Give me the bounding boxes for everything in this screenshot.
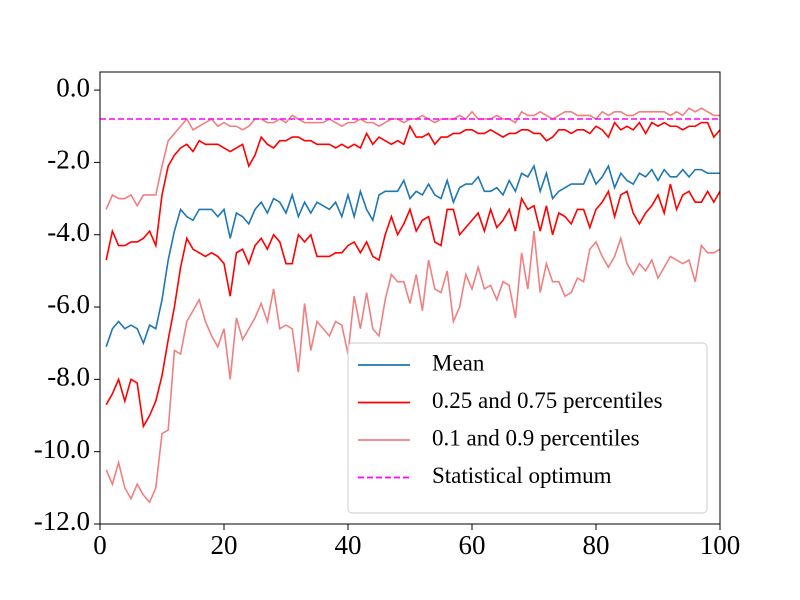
y-tick-label: -8.0 [47, 362, 90, 392]
y-tick-label: -12.0 [34, 506, 90, 536]
x-tick-label: 80 [583, 530, 610, 560]
x-tick-label: 20 [211, 530, 238, 560]
x-tick-label: 60 [459, 530, 486, 560]
legend-label: Mean [432, 350, 485, 375]
series-line [105, 183, 721, 429]
plot-frame [99, 71, 721, 525]
series-line [105, 121, 721, 261]
y-tick-label: 0.0 [56, 72, 90, 102]
y-tick-label: -2.0 [47, 145, 90, 175]
series-line [105, 231, 721, 504]
y-tick-label: -4.0 [47, 217, 90, 247]
y-tick-label: -10.0 [34, 434, 90, 464]
y-tick-label: -6.0 [47, 289, 90, 319]
legend-label: 0.25 and 0.75 percentiles [432, 388, 663, 413]
series-line [105, 107, 720, 210]
legend-label: Statistical optimum [432, 463, 612, 488]
x-tick-label: 100 [700, 530, 741, 560]
legend-box [347, 342, 708, 514]
x-tick-label: 0 [93, 530, 107, 560]
x-tick-label: 40 [335, 530, 362, 560]
legend-label: 0.1 and 0.9 percentiles [432, 425, 640, 450]
series-line [105, 163, 720, 348]
